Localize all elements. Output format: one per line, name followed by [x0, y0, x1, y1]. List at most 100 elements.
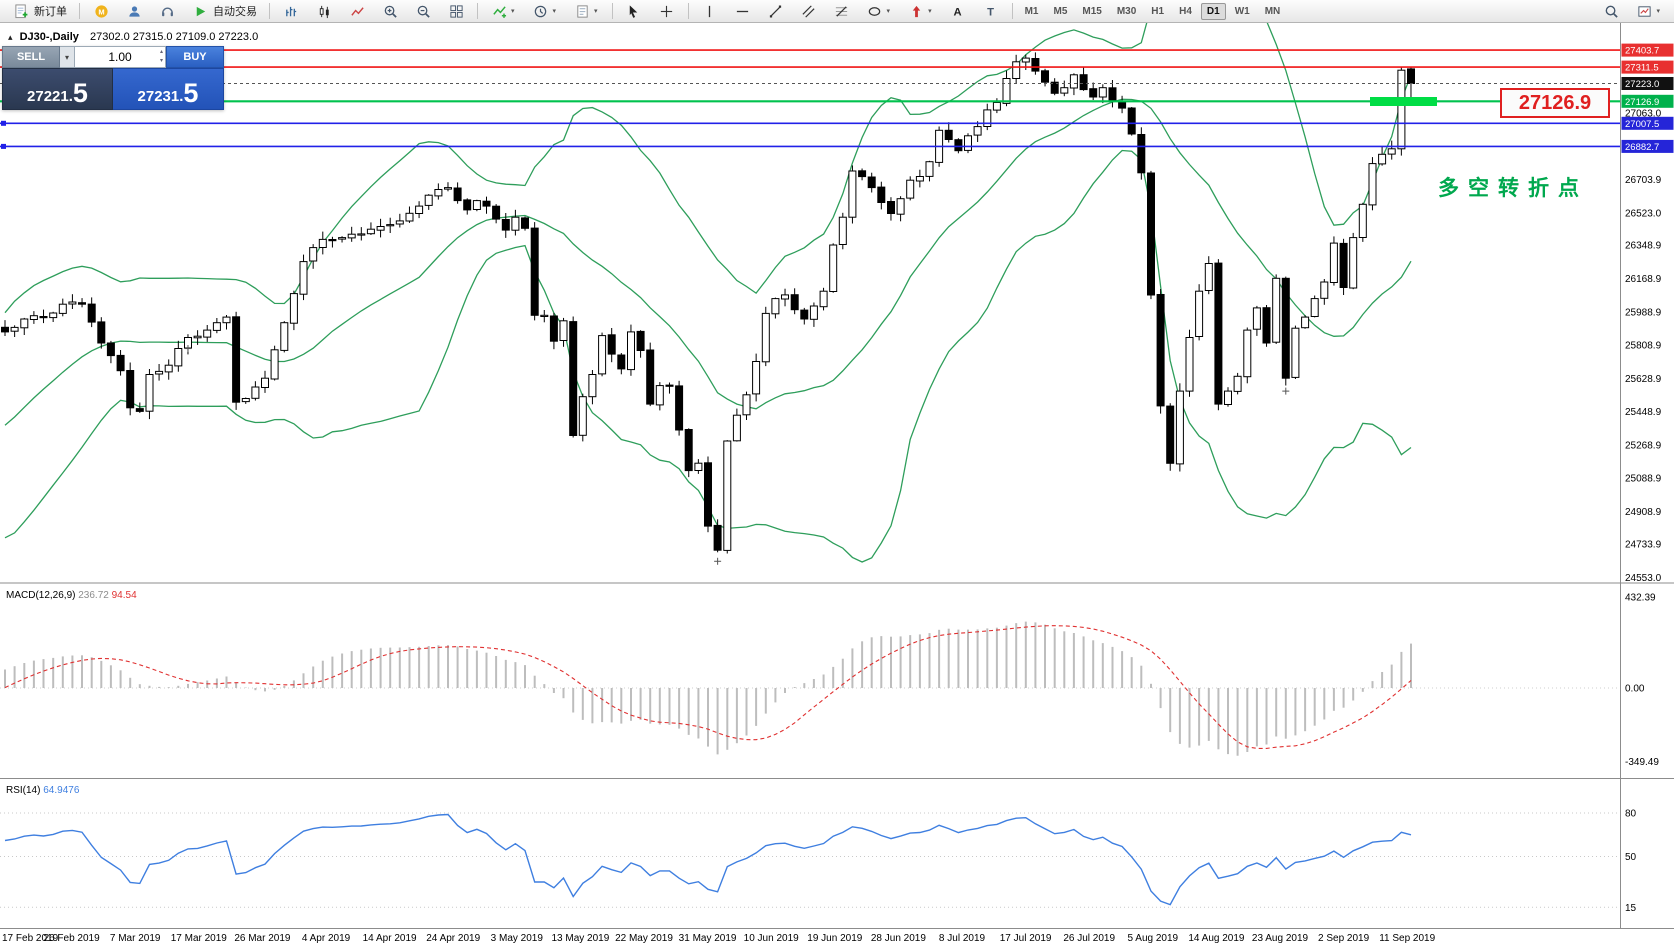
toolbar: 新订单 M 自动交易 ▾ ▾ ▾ ▾ ▾ A T M1 M5 M15 M30 H1 H4 D1 W1 MN ▾: [0, 0, 1674, 23]
price-tag-label: 27223.0: [1625, 79, 1659, 90]
zoom-out-icon[interactable]: [407, 1, 439, 22]
date-label: 3 May 2019: [491, 933, 544, 944]
candle: [1368, 157, 1377, 211]
candle: [1195, 284, 1204, 341]
timeframe-button-M5[interactable]: M5: [1053, 5, 1068, 17]
timeframe-button-M30[interactable]: M30: [1116, 5, 1137, 17]
zoom-in-icon[interactable]: [374, 1, 406, 22]
text-label-icon[interactable]: T: [975, 1, 1007, 22]
profiles-icon[interactable]: [118, 1, 150, 22]
tile-windows-icon[interactable]: [440, 1, 472, 22]
chevron-down-icon: ▾: [1656, 8, 1660, 15]
candle: [838, 212, 847, 250]
trendline-icon[interactable]: [760, 1, 792, 22]
candle: [1204, 256, 1213, 295]
price-axis[interactable]: 27063.0 26703.9 26523.0 26348.9 26168.9 25988…: [1621, 43, 1674, 584]
timeframe-button-M15[interactable]: M15: [1082, 5, 1102, 17]
hline-handle[interactable]: [1, 120, 6, 126]
candle: [289, 290, 298, 331]
timeframe-button-D1[interactable]: D1: [1200, 2, 1226, 20]
date-label: 22 May 2019: [615, 933, 673, 944]
sell-button[interactable]: SELL: [2, 46, 60, 68]
periods-icon[interactable]: ▾: [525, 1, 566, 22]
timeframe-button-MN[interactable]: MN: [1264, 5, 1281, 17]
candle: [1243, 327, 1252, 384]
shapes-icon[interactable]: ▾: [859, 1, 900, 22]
horizontal-line-icon[interactable]: [727, 1, 759, 22]
support-icon[interactable]: [151, 1, 183, 22]
fibonacci-icon: [833, 3, 851, 20]
equidistant-channel-icon[interactable]: [793, 1, 825, 22]
green-zone-highlight[interactable]: [1370, 97, 1437, 106]
candlestick-chart-icon[interactable]: [308, 1, 340, 22]
timeframe-button-W1[interactable]: W1: [1234, 5, 1250, 17]
hline-handle[interactable]: [1, 143, 6, 149]
candle: [463, 198, 472, 215]
candle: [155, 364, 164, 381]
arrows-icon[interactable]: ▾: [900, 1, 941, 22]
toolbar-separator: [611, 3, 613, 19]
templates-icon[interactable]: ▾: [566, 1, 607, 22]
collapse-trade-panel-icon[interactable]: ▴: [8, 32, 13, 42]
candle: [636, 330, 645, 358]
buy-price-display[interactable]: 27231. 5: [113, 68, 224, 110]
cursor-icon[interactable]: [618, 1, 650, 22]
candle: [49, 311, 58, 322]
chart-canvas[interactable]: 27063.0 26703.9 26523.0 26348.9 26168.9 25988…: [0, 23, 1674, 947]
candle: [366, 222, 375, 235]
fibonacci-icon[interactable]: [826, 1, 858, 22]
volume-spinner[interactable]: ▴ ▾: [159, 49, 163, 64]
trendline-icon: [767, 3, 785, 20]
profiles-icon: [125, 3, 143, 20]
rsi-axis-label: 15: [1625, 903, 1637, 914]
auto-trading-button[interactable]: 自动交易: [184, 1, 264, 22]
candle: [1349, 232, 1358, 290]
candle: [694, 459, 703, 474]
price-tag: [1621, 60, 1674, 74]
candle: [732, 408, 741, 442]
arrows-icon: [907, 3, 925, 20]
bar-chart-icon: [282, 3, 300, 20]
indicators-icon[interactable]: ▾: [483, 1, 524, 22]
candle: [299, 254, 308, 301]
bar-chart-icon[interactable]: [275, 1, 307, 22]
volume-value: 1.00: [108, 50, 132, 64]
crosshair-icon[interactable]: [651, 1, 683, 22]
candle: [1137, 127, 1146, 180]
candle: [1118, 95, 1127, 114]
price-callout-label[interactable]: 27126.9: [1500, 88, 1610, 118]
price-tick-label: 26168.9: [1625, 274, 1662, 285]
vertical-line-icon[interactable]: [694, 1, 726, 22]
timeframe-button-H1[interactable]: H1: [1151, 5, 1165, 17]
candle: [472, 199, 481, 212]
sell-price-display[interactable]: 27221. 5: [2, 68, 113, 110]
chart-windows-icon[interactable]: ▾: [1628, 1, 1669, 22]
line-chart-icon[interactable]: [341, 1, 373, 22]
search-icon: [1602, 3, 1620, 20]
candle: [925, 160, 934, 182]
buy-button[interactable]: BUY: [166, 46, 224, 68]
cn-annotation-text[interactable]: 多空转折点: [1438, 177, 1588, 200]
timeframe-button-H4[interactable]: H4: [1179, 5, 1192, 17]
sell-price-main: 27221.: [27, 88, 73, 105]
timeframe-button-M1[interactable]: M1: [1024, 5, 1039, 17]
new-order-button[interactable]: 新订单: [5, 1, 74, 22]
volume-input[interactable]: 1.00 ▴ ▾: [75, 46, 166, 68]
date-label: 14 Aug 2019: [1188, 933, 1245, 944]
candle: [1060, 80, 1069, 97]
shapes-icon: [866, 3, 884, 20]
buy-price-main: 27231.: [137, 88, 184, 105]
one-click-trading-panel: SELL ▾ 1.00 ▴ ▾ BUY 27221. 5 27231. 5: [2, 46, 224, 110]
candle: [752, 353, 761, 402]
candle: [983, 103, 992, 131]
svg-text:T: T: [987, 6, 994, 18]
candle: [1127, 107, 1136, 136]
chevron-down-icon: ▾: [511, 8, 515, 15]
mql5-icon[interactable]: M: [85, 1, 117, 22]
date-label: 13 May 2019: [551, 933, 609, 944]
text-icon[interactable]: A: [942, 1, 974, 22]
trade-options-button[interactable]: ▾: [60, 46, 75, 68]
search-icon[interactable]: [1595, 1, 1627, 22]
toolbar-separator: [477, 3, 478, 19]
